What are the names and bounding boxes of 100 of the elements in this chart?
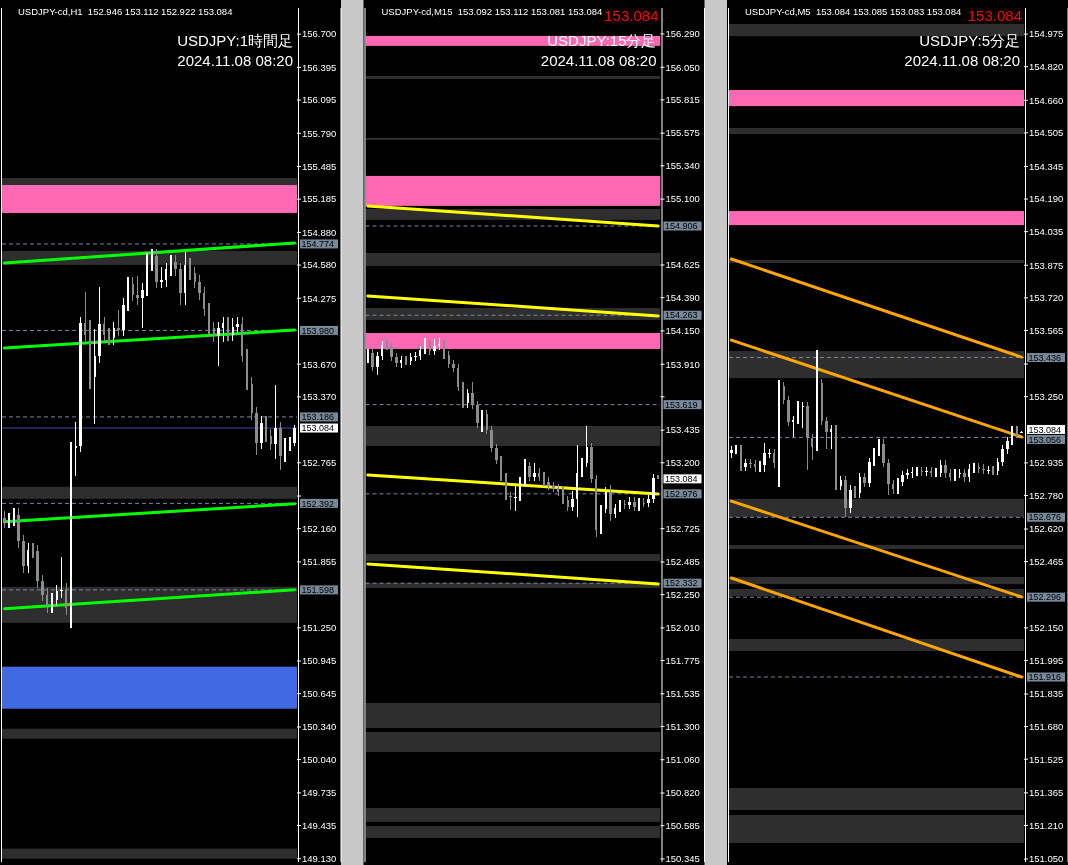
candlestick (963, 467, 966, 483)
y-tick-label: 152.620 (1029, 523, 1064, 535)
candlestick (528, 461, 531, 482)
candlestick (55, 584, 58, 607)
candlestick (811, 433, 814, 461)
y-tick-label: 155.815 (665, 94, 700, 106)
candlestick (925, 465, 928, 477)
y-tick-label: 151.525 (1029, 753, 1064, 765)
y-tick-label: 154.660 (1029, 94, 1064, 106)
candlestick (371, 348, 374, 372)
y-tick-label: 154.505 (1029, 127, 1064, 139)
annotation: 153.084 (604, 7, 659, 24)
annotation: 2024.11.08 08:20 (177, 52, 293, 69)
candlestick (590, 442, 593, 485)
candlestick (117, 309, 120, 338)
ref-line-label: 151.598 (301, 585, 335, 596)
candlestick (174, 254, 177, 277)
candlestick (490, 425, 493, 454)
y-tick-label: 150.945 (302, 655, 337, 667)
candlestick (3, 510, 6, 529)
y-tick-label: 153.565 (1029, 324, 1064, 336)
y-tick-label: 153.910 (665, 358, 700, 370)
ref-line-label: 153.619 (665, 399, 698, 410)
candlestick (552, 481, 555, 494)
y-tick-label: 151.050 (1029, 853, 1064, 865)
candlestick (652, 472, 655, 505)
candlestick (98, 286, 101, 364)
ref-line-label: 154.774 (301, 239, 335, 250)
y-tick-label: 152.935 (1029, 457, 1064, 469)
candlestick (452, 359, 455, 374)
candlestick (887, 458, 890, 497)
candlestick (509, 491, 512, 511)
candlestick (906, 468, 909, 480)
candlestick (868, 456, 871, 488)
y-tick-label: 154.345 (1029, 160, 1064, 172)
ref-line-label: 152.976 (665, 488, 698, 499)
y-tick-label: 155.100 (665, 193, 700, 205)
candlestick (22, 534, 25, 574)
candlestick (533, 462, 536, 482)
y-tick-label: 150.345 (665, 853, 700, 865)
chart-title: USDJPY-cd,M5 153.084 153.085 153.083 153.084 (745, 6, 962, 17)
y-tick-label: 154.625 (665, 259, 700, 271)
y-tick-label: 151.535 (665, 688, 700, 700)
candlestick (160, 266, 163, 289)
y-tick-label: 150.585 (665, 819, 700, 831)
candlestick (935, 467, 937, 478)
candlestick (274, 384, 277, 460)
candlestick (136, 275, 139, 306)
ref-line-label: 154.906 (665, 221, 698, 232)
y-tick-label: 154.880 (302, 226, 337, 238)
ref-line-label: 152.332 (665, 578, 698, 589)
candlestick (609, 484, 612, 522)
y-tick-label: 151.835 (1029, 688, 1064, 700)
y-tick-label: 152.765 (302, 457, 337, 469)
y-tick-label: 154.150 (665, 325, 700, 337)
candlestick (768, 448, 771, 459)
candlestick (882, 438, 885, 468)
candlestick (386, 338, 388, 351)
candlestick (141, 282, 144, 329)
candlestick (1001, 444, 1004, 467)
y-tick-label: 154.190 (1029, 193, 1064, 205)
candlestick (405, 355, 407, 366)
candlestick (293, 424, 296, 447)
y-tick-label: 156.050 (665, 61, 700, 73)
y-tick-label: 150.645 (302, 688, 337, 700)
candlestick (830, 424, 833, 450)
candlestick (193, 266, 196, 289)
candlestick (514, 482, 517, 512)
candlestick (944, 459, 947, 479)
y-tick-label: 151.210 (1029, 819, 1064, 831)
y-tick-label: 155.185 (302, 193, 337, 205)
y-tick-label: 155.485 (302, 160, 337, 172)
annotation: 153.084 (967, 7, 1022, 24)
y-tick-label: 153.875 (1029, 259, 1064, 271)
y-tick-label: 151.250 (302, 622, 337, 634)
candlestick (849, 484, 852, 514)
ref-line-label: 152.392 (301, 498, 335, 509)
candlestick (806, 401, 809, 471)
y-tick-label: 149.130 (302, 853, 337, 865)
candlestick (376, 351, 379, 376)
candlestick (289, 435, 291, 452)
y-tick-label: 154.820 (1029, 60, 1064, 72)
text: USDJPY:5分足 (919, 32, 1020, 49)
candlestick (628, 496, 631, 510)
chart-title: USDJPY-cd,M15 153.092 153.112 153.081 153.084 (381, 6, 603, 17)
candlestick (255, 406, 258, 456)
y-tick-label: 154.035 (1029, 225, 1064, 237)
y-tick-label: 151.680 (1029, 720, 1064, 732)
y-tick-label: 156.290 (665, 28, 700, 40)
candlestick (647, 494, 650, 509)
ref-line-label: 153.186 (301, 412, 335, 423)
y-tick-label: 150.340 (302, 721, 337, 733)
y-tick-label: 156.095 (302, 94, 337, 106)
y-tick-label: 149.735 (302, 787, 337, 799)
ref-line-label: 154.263 (665, 310, 698, 321)
y-tick-label: 156.395 (302, 61, 337, 73)
text: 153.084 (1028, 424, 1062, 435)
y-tick-label: 155.790 (302, 127, 337, 139)
annotation: 2024.11.08 08:20 (904, 52, 1020, 69)
candlestick (471, 381, 474, 410)
